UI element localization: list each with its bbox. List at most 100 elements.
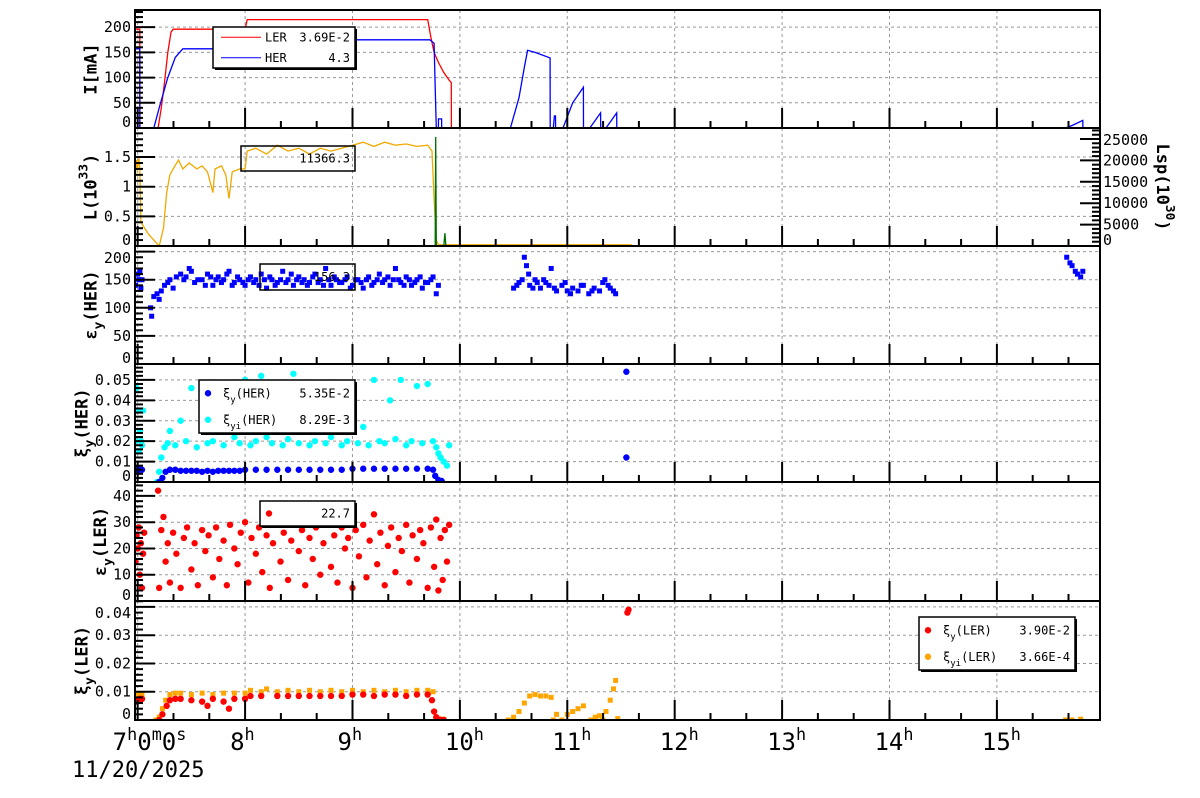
data-point — [202, 282, 208, 288]
data-point — [365, 442, 372, 449]
data-point — [317, 571, 324, 578]
data-point — [163, 702, 170, 710]
data-point — [369, 282, 375, 288]
legend-value: 3.66E-4 — [1019, 650, 1070, 664]
y-tick-label: 0 — [122, 231, 131, 249]
data-point — [247, 687, 253, 693]
x-tick-label: 7h0m0s — [113, 724, 187, 756]
data-point — [212, 524, 220, 531]
data-point — [169, 529, 177, 536]
data-point — [548, 265, 554, 271]
y-tick-label: 0.01 — [95, 453, 131, 471]
data-point — [241, 695, 249, 703]
date-label: 11/20/2025 — [72, 758, 205, 783]
legend-box — [259, 500, 356, 527]
data-point — [172, 466, 179, 473]
data-point — [209, 468, 217, 475]
data-point — [419, 440, 426, 447]
data-point — [591, 285, 597, 291]
data-point — [193, 444, 200, 451]
legend-label: ξy(LER) — [943, 623, 992, 642]
data-point — [252, 550, 260, 557]
data-point — [554, 711, 560, 717]
data-point — [226, 521, 234, 529]
data-point — [317, 466, 324, 473]
data-point — [204, 440, 211, 447]
data-point — [430, 708, 438, 715]
legend: 11366.3 — [240, 145, 356, 172]
y-tick-label: 0 — [122, 705, 131, 723]
data-point — [548, 694, 554, 700]
data-point — [373, 561, 381, 568]
data-point — [247, 274, 253, 280]
data-point — [159, 706, 165, 712]
data-point — [290, 370, 297, 377]
data-point — [409, 532, 416, 539]
data-point — [607, 697, 613, 703]
data-point — [295, 692, 302, 700]
data-point — [220, 698, 227, 705]
data-point — [167, 277, 173, 283]
data-point — [172, 690, 178, 696]
data-point — [516, 709, 522, 715]
data-point — [237, 529, 244, 536]
data-point — [209, 695, 217, 703]
data-point — [392, 568, 399, 576]
data-point — [135, 532, 140, 539]
data-point — [269, 277, 275, 283]
data-point — [392, 691, 399, 698]
data-point — [575, 706, 581, 712]
y-tick-label: 1 — [122, 178, 131, 196]
data-point — [333, 277, 339, 283]
plot-area — [135, 368, 630, 482]
data-point — [554, 288, 560, 294]
data-point — [310, 274, 316, 280]
data-point — [235, 274, 241, 280]
data-point — [199, 690, 205, 696]
data-point — [519, 277, 525, 283]
data-point — [381, 582, 388, 589]
data-point — [550, 717, 556, 720]
data-point — [427, 524, 435, 531]
y2-axis-label: Lsp(1030) — [1152, 143, 1177, 230]
data-point — [374, 277, 380, 283]
data-point — [306, 534, 313, 542]
data-point — [263, 466, 270, 473]
data-point — [177, 695, 184, 703]
data-point — [166, 466, 174, 473]
data-point — [398, 547, 406, 555]
data-point — [370, 376, 378, 384]
data-point — [387, 524, 395, 531]
series-line-HER — [135, 39, 1100, 128]
data-point — [425, 687, 431, 693]
y-tick-label: 100 — [104, 299, 131, 317]
data-point — [165, 280, 171, 286]
data-point — [521, 254, 527, 260]
data-point — [194, 582, 202, 589]
y2-tick-label: 15000 — [1103, 173, 1148, 191]
data-point — [306, 692, 313, 700]
data-point — [338, 466, 345, 473]
legend-value: 4.3 — [328, 51, 350, 65]
data-point — [178, 271, 184, 277]
data-point — [213, 277, 219, 283]
data-point — [1080, 268, 1086, 274]
data-point — [253, 277, 259, 283]
data-point — [433, 291, 439, 297]
legend-label: ξy(HER) — [223, 386, 272, 405]
data-point — [570, 285, 576, 291]
legend-value: 5.35E-2 — [299, 386, 350, 400]
plot-area — [135, 18, 1100, 128]
data-point — [209, 437, 217, 445]
data-point — [192, 280, 198, 286]
data-point — [349, 282, 355, 288]
data-point — [392, 265, 398, 271]
data-point — [559, 282, 565, 288]
data-point — [285, 277, 291, 283]
data-point — [173, 274, 179, 280]
data-point — [360, 285, 366, 291]
data-point — [537, 285, 543, 291]
data-point — [209, 574, 217, 581]
